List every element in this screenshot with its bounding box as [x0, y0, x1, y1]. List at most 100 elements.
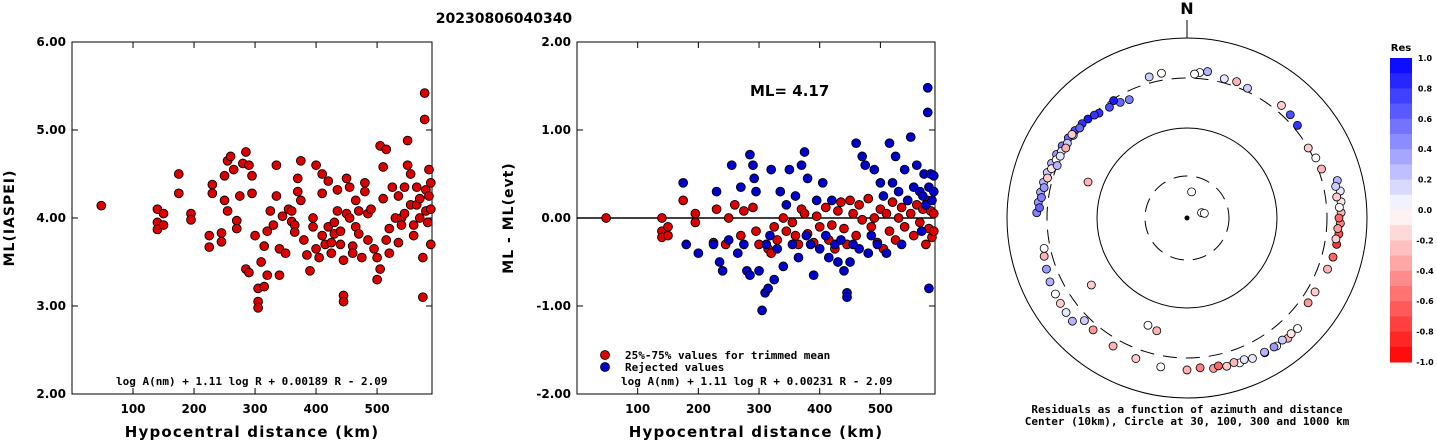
- data-point: [784, 164, 795, 175]
- colorbar-cell: [1390, 331, 1412, 348]
- residual-point: [1285, 110, 1295, 120]
- residual-point: [1143, 320, 1153, 330]
- data-point: [918, 191, 928, 201]
- residual-point: [1222, 361, 1232, 371]
- colorbar-cell: [1390, 118, 1412, 135]
- data-point: [922, 82, 933, 93]
- data-point: [793, 252, 804, 263]
- residual-point: [1039, 183, 1049, 193]
- colorbar-tick-label: 0.4: [1418, 145, 1433, 154]
- data-point: [854, 243, 865, 254]
- data-point: [802, 173, 813, 184]
- data-point: [690, 217, 701, 228]
- colorbar-labels: 1.0 0.8 0.6 0.4 0.2 0.0 -0.2 -0.4 -0.6 -0.8 -1.0: [1416, 54, 1434, 367]
- residual-point: [1035, 203, 1044, 213]
- data-point: [826, 195, 837, 206]
- colorbar-cell: [1390, 179, 1412, 196]
- data-point: [601, 213, 611, 223]
- residual-point: [1328, 252, 1338, 262]
- data-point: [408, 220, 419, 230]
- data-point: [314, 252, 324, 263]
- data-point: [814, 243, 825, 254]
- data-point: [854, 199, 865, 210]
- data-point: [335, 239, 346, 250]
- residual-point: [1317, 164, 1326, 174]
- data-point: [826, 220, 837, 230]
- data-point: [820, 202, 831, 213]
- data-point: [317, 230, 328, 241]
- residual-point: [1061, 308, 1071, 317]
- data-point: [751, 186, 761, 197]
- residual-point: [1195, 363, 1205, 373]
- data-point: [216, 236, 227, 247]
- data-points: [96, 88, 436, 313]
- ring-100km: [1096, 127, 1278, 309]
- data-point: [253, 302, 263, 313]
- residual-point: [1156, 362, 1166, 372]
- data-point: [875, 177, 886, 188]
- colorbar-tick-label: -0.4: [1416, 267, 1434, 276]
- x-axis-label: Hypocentral distance (km): [629, 423, 884, 441]
- data-point: [905, 132, 916, 142]
- data-point: [887, 177, 898, 188]
- residual-point: [1303, 143, 1313, 153]
- residual-point: [1152, 326, 1162, 336]
- data-point: [748, 202, 758, 213]
- data-point: [256, 257, 267, 267]
- residual-point: [1332, 192, 1342, 202]
- data-point: [884, 226, 895, 237]
- data-point: [234, 191, 245, 201]
- x-tick-label: 300: [243, 402, 268, 416]
- data-point: [899, 164, 910, 175]
- ml-residual-panel: 100 200 300 400 500 -2.00 -1.00 0.00 1.00 2.00 ML…: [501, 35, 939, 441]
- residual-point: [1088, 325, 1098, 335]
- y-tick-label: 4.00: [36, 211, 66, 225]
- data-point: [366, 204, 376, 215]
- colorbar-title: Res: [1391, 43, 1411, 54]
- x-tick-label: 500: [868, 402, 893, 416]
- data-point: [927, 195, 937, 206]
- data-point: [414, 213, 425, 223]
- data-point: [292, 173, 303, 184]
- data-point: [329, 217, 340, 228]
- residual-point: [1124, 95, 1134, 105]
- data-point: [890, 151, 901, 162]
- colorbar-tick-label: 0.8: [1418, 84, 1433, 93]
- data-point: [765, 230, 775, 241]
- residual-point: [1037, 193, 1046, 202]
- data-point: [207, 179, 218, 190]
- data-point: [259, 241, 270, 252]
- data-point: [866, 230, 877, 241]
- formula-label: log A(nm) + 1.11 log R + 0.00231 R - 2.0…: [621, 375, 893, 388]
- data-point: [344, 182, 355, 193]
- residual-point: [1079, 316, 1089, 326]
- figure-title: 20230806040340: [436, 11, 573, 27]
- data-point: [924, 283, 934, 294]
- residual-point: [1108, 341, 1118, 351]
- ring-30km: [1144, 175, 1230, 261]
- data-point: [805, 239, 816, 250]
- y-axis-label: ML - ML(evt): [501, 162, 517, 273]
- center-dot: [1184, 215, 1190, 221]
- data-point: [280, 248, 291, 259]
- data-point: [663, 221, 673, 232]
- data-point: [274, 270, 285, 281]
- data-point: [908, 230, 919, 241]
- data-point: [799, 147, 810, 157]
- data-point: [326, 248, 337, 259]
- data-point: [690, 208, 701, 219]
- residual-point: [1067, 130, 1077, 139]
- data-point: [739, 239, 749, 250]
- data-point: [360, 177, 370, 188]
- data-point: [372, 252, 382, 263]
- residual-point: [1269, 342, 1279, 352]
- data-point: [369, 243, 379, 254]
- residual-point: [1286, 329, 1296, 339]
- data-point: [726, 160, 737, 171]
- data-point: [769, 274, 780, 285]
- data-point: [332, 206, 343, 216]
- data-point: [820, 230, 831, 241]
- colorbar-cell: [1390, 88, 1412, 105]
- data-point: [869, 213, 880, 223]
- residual-point: [1105, 102, 1114, 112]
